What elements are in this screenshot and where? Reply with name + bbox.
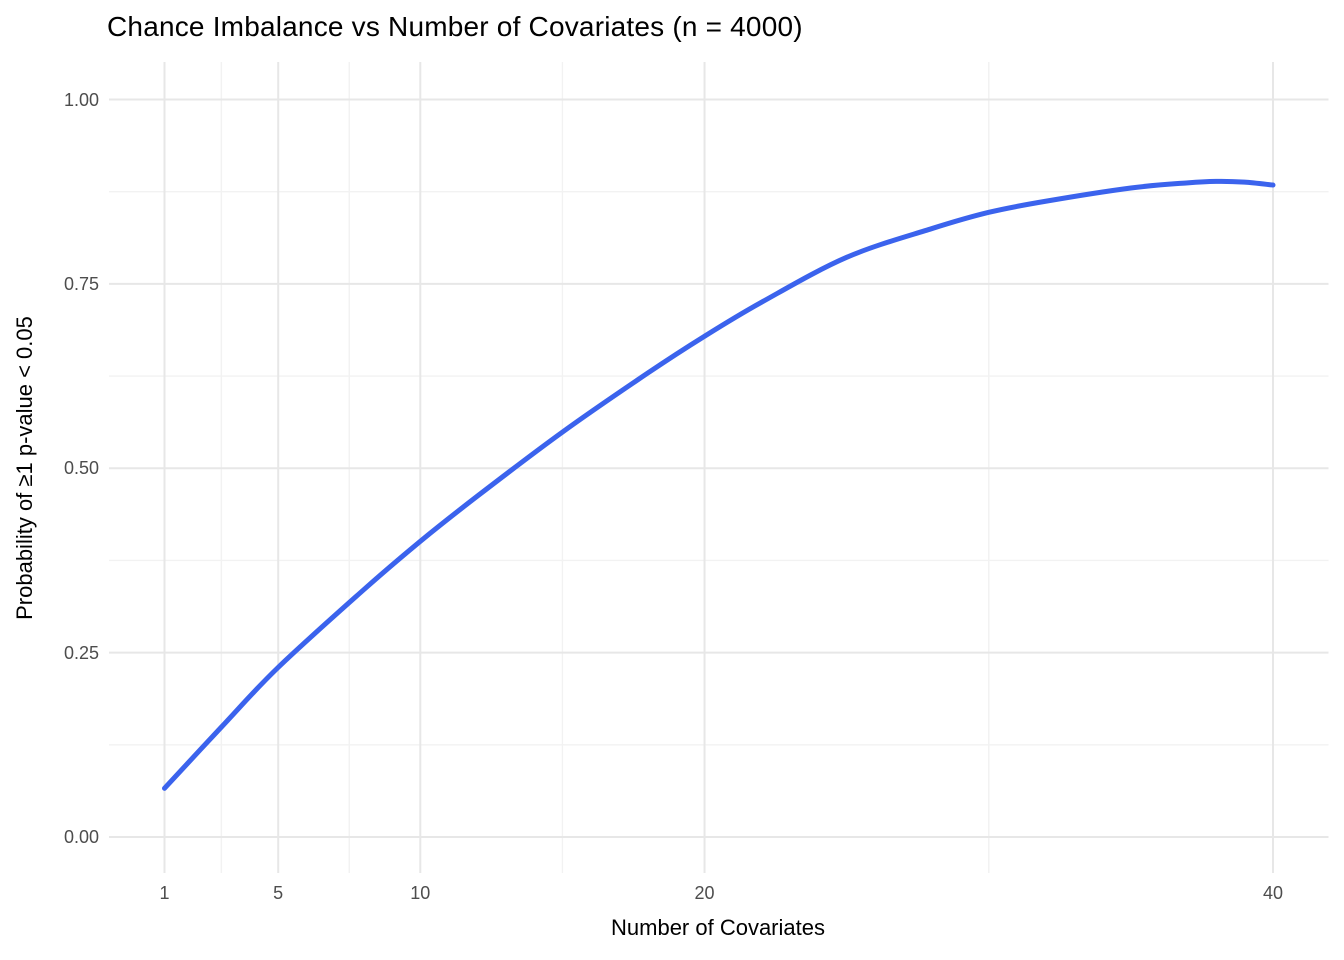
- y-tick-label: 0.00: [63, 827, 99, 847]
- x-tick-label: 1: [159, 883, 170, 903]
- y-tick-label: 0.75: [63, 273, 99, 294]
- smoothed-probability-curve: [162, 178, 1276, 791]
- x-tick-label: 10: [410, 883, 431, 903]
- y-tick-label: 0.25: [63, 642, 99, 663]
- x-tick-label: 5: [273, 883, 284, 903]
- x-tick-label: 20: [694, 883, 715, 903]
- x-axis-title: Number of Covariates: [611, 915, 825, 940]
- chart-title: Chance Imbalance vs Number of Covariates…: [107, 11, 803, 42]
- x-tick-label: 40: [1262, 883, 1284, 903]
- y-tick-label: 1.00: [63, 89, 99, 110]
- y-tick-label: 0.50: [63, 458, 99, 479]
